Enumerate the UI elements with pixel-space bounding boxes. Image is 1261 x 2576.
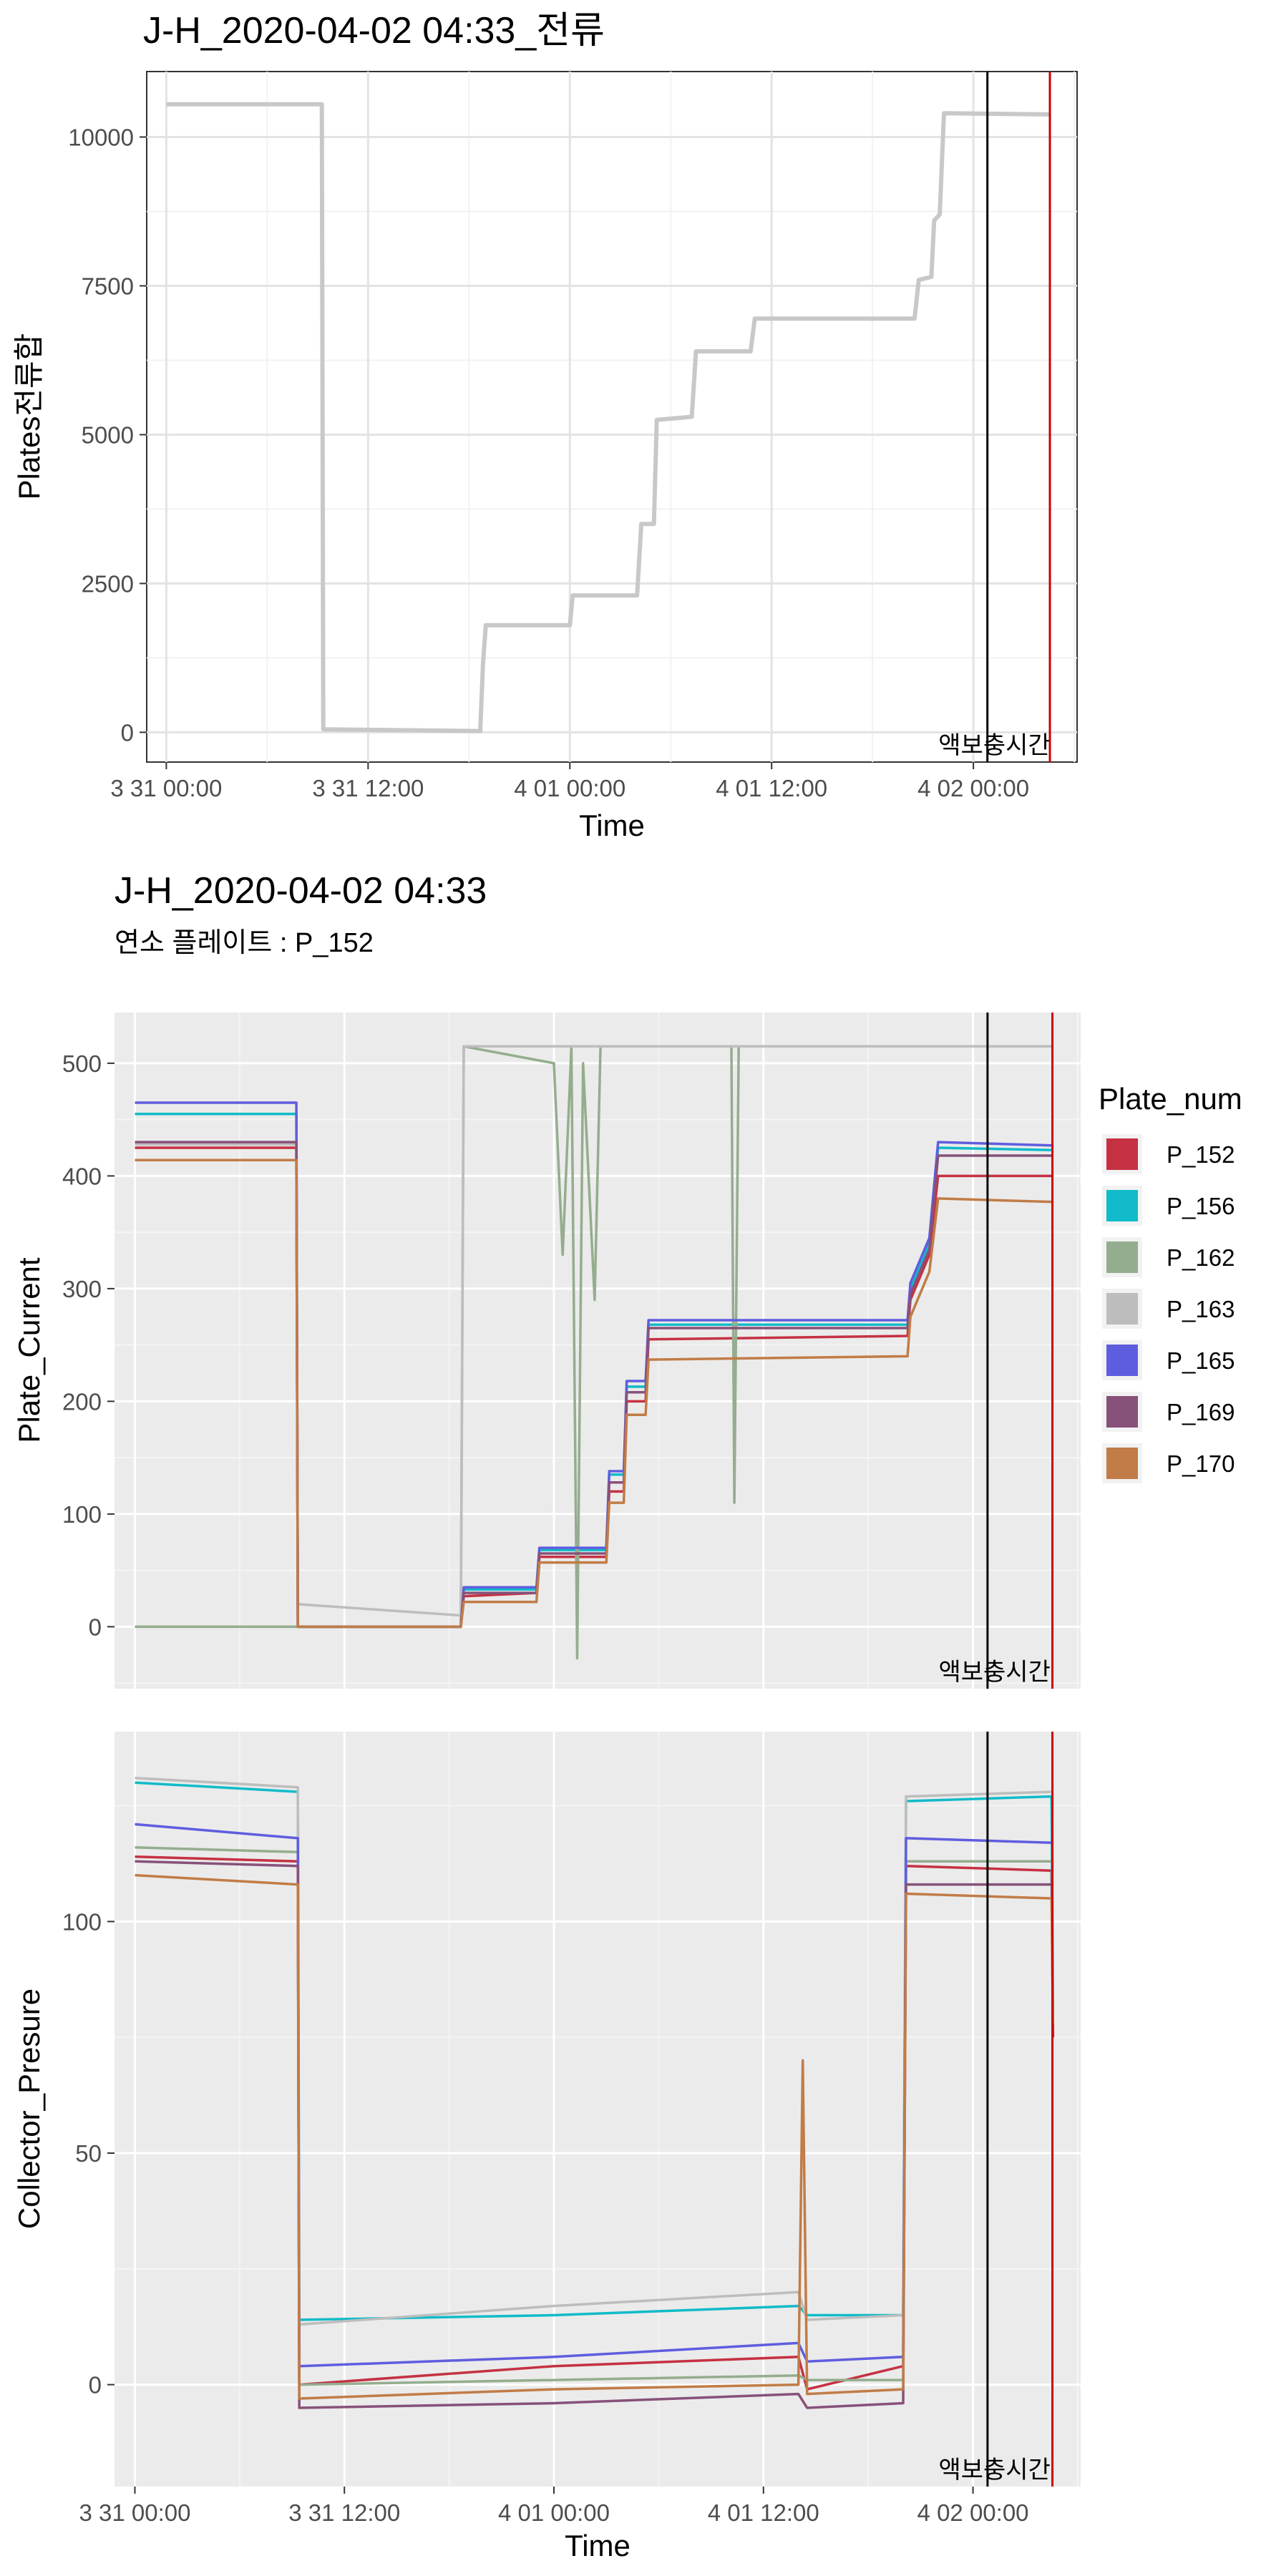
middle-y-tick-label: 0 — [89, 1614, 102, 1640]
middle-y-tick-label: 300 — [62, 1276, 102, 1302]
bottom-series-line-p-170 — [135, 1873, 1055, 2400]
top-x-tick-label: 3 31 00:00 — [110, 775, 222, 801]
top-y-tick-label: 5000 — [82, 421, 134, 448]
legend-label: P_169 — [1167, 1399, 1235, 1425]
legend-swatch-p-163 — [1106, 1293, 1138, 1324]
legend-swatch-p-156 — [1106, 1190, 1138, 1221]
top-x-tick-label: 4 02 00:00 — [917, 775, 1029, 801]
middle-refill-time-label: 액보충시간 — [938, 1658, 1050, 1687]
legend-label: P_162 — [1167, 1244, 1235, 1271]
legend-swatch-p-170 — [1106, 1448, 1138, 1479]
legend-label: P_156 — [1167, 1193, 1235, 1219]
top-refill-time-label: 액보충시간 — [938, 731, 1050, 760]
bottom-x-tick-label: 4 01 00:00 — [498, 2499, 610, 2526]
legend-swatch-p-165 — [1106, 1345, 1138, 1376]
middle-y-tick-label: 500 — [62, 1050, 102, 1077]
bottom-refill-time-label: 액보충시간 — [938, 2456, 1050, 2484]
legend-label: P_165 — [1167, 1347, 1235, 1374]
bottom-y-tick-label: 0 — [89, 2372, 102, 2399]
top-x-tick-label: 3 31 12:00 — [312, 775, 424, 801]
legend-swatch-p-162 — [1106, 1241, 1138, 1273]
middle-y-tick-label: 200 — [62, 1388, 102, 1415]
legend-label: P_152 — [1167, 1141, 1235, 1168]
bottom-series-group — [135, 1776, 1055, 2409]
bottom-y-tick-label: 50 — [75, 2140, 102, 2167]
top-vlines: 액보충시간 — [938, 72, 1051, 762]
middle-y-axis-title: Plate_Current — [12, 1257, 46, 1443]
legend-label: P_170 — [1167, 1450, 1235, 1477]
bottom-y-axis-title: Collector_Presure — [12, 1989, 46, 2229]
top-axis-ticks: 3 31 00:00 3 31 12:00 4 01 00:00 4 01 12:00… — [68, 125, 1029, 801]
middle-series-group — [135, 1045, 1052, 1660]
middle-panel-title: J-H_2020-04-02 04:33 — [115, 870, 487, 912]
top-y-tick-label: 10000 — [68, 125, 134, 151]
middle-series-line-p-162 — [135, 1045, 1052, 1660]
top-panel-title: J-H_2020-04-02 04:33_전류 — [143, 10, 605, 52]
top-plot-panel — [146, 71, 1078, 763]
bottom-x-axis-title: Time — [565, 2529, 630, 2562]
middle-panel-subtitle: 연소 플레이트 : P_152 — [115, 928, 374, 958]
bottom-y-tick-label: 100 — [62, 1908, 102, 1935]
bottom-plot-panel — [115, 1732, 1081, 2487]
legend-title: Plate_num — [1099, 1082, 1242, 1116]
top-y-tick-label: 0 — [121, 719, 134, 746]
top-series-group — [166, 102, 1049, 733]
top-y-tick-label: 7500 — [82, 273, 134, 299]
bottom-x-tick-label: 4 01 12:00 — [708, 2499, 819, 2526]
bottom-x-tick-label: 4 02 00:00 — [917, 2499, 1029, 2526]
top-series-line-plates-sum — [166, 102, 1049, 733]
middle-vlines: 액보충시간 — [938, 1013, 1054, 1689]
top-y-tick-label: 2500 — [82, 570, 134, 597]
middle-series-line-p-170 — [135, 1158, 1052, 1629]
middle-y-tick-label: 400 — [62, 1163, 102, 1189]
legend: P_152 P_156 P_162 P_163 P_165 P_169 P_170 — [1102, 1134, 1235, 1483]
top-x-tick-label: 4 01 12:00 — [716, 775, 827, 801]
bottom-vlines: 액보충시간 — [938, 1732, 1054, 2487]
legend-label: P_163 — [1167, 1296, 1235, 1322]
bottom-x-tick-label: 3 31 12:00 — [288, 2499, 400, 2526]
bottom-grid — [115, 1732, 1081, 2487]
middle-axis-ticks: 0 100 200 300 400 500 — [62, 1050, 115, 1640]
legend-swatch-p-152 — [1106, 1138, 1138, 1170]
bottom-axis-ticks: 3 31 00:00 3 31 12:00 4 01 00:00 4 01 12:00… — [62, 1908, 1029, 2526]
legend-swatch-p-169 — [1106, 1396, 1138, 1428]
top-x-tick-label: 4 01 00:00 — [514, 775, 625, 801]
middle-series-line-p-163 — [135, 1045, 1052, 1617]
top-grid — [147, 72, 1077, 762]
top-y-axis-title: Plates전류합 — [12, 333, 46, 500]
bottom-x-tick-label: 3 31 00:00 — [79, 2499, 190, 2526]
middle-y-tick-label: 100 — [62, 1501, 102, 1528]
top-x-axis-title: Time — [579, 809, 645, 842]
